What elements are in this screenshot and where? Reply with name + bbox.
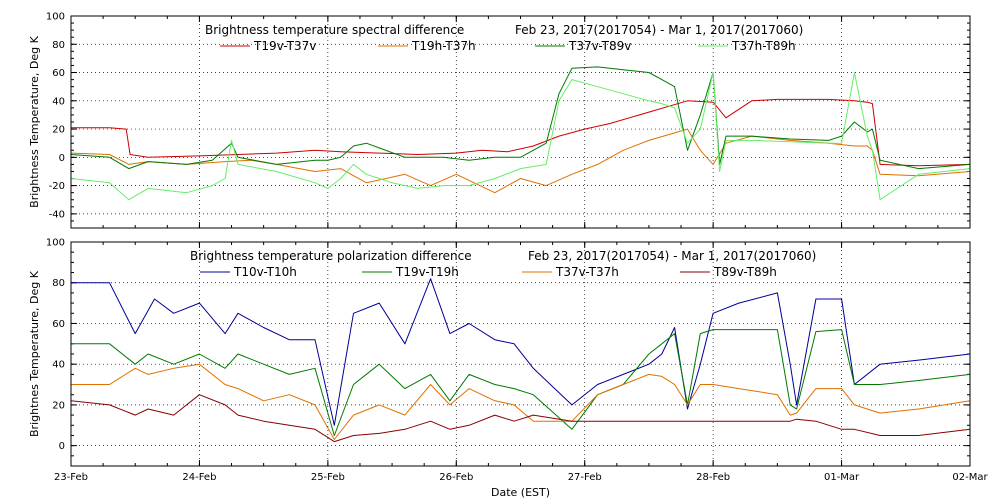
series-line-t37v-t37h (71, 363, 971, 440)
y-tick-label: -40 (49, 209, 65, 220)
series-line-t89v-t89h (70, 394, 971, 443)
panel-title: Brightness temperature polarization diff… (190, 249, 472, 263)
legend-label: T37v-T89v (568, 39, 631, 53)
x-tick-label: 27-Feb (568, 472, 602, 483)
x-tick-label: 01-Mar (824, 472, 860, 483)
legend-label: T19h-T37h (411, 39, 476, 53)
y-tick-label: 100 (46, 238, 65, 249)
y-tick-label: 20 (52, 125, 65, 136)
panel-title: Brightness temperature spectral differen… (205, 23, 464, 37)
panels: -40 -20 0 20 40 60 80 100 T19v-T37v T19h-T37h T37v… (28, 12, 988, 500)
y-tick-label: 100 (46, 12, 65, 23)
y-tick-label: 60 (52, 319, 65, 330)
panel-date-range: Feb 23, 2017(2017054) - Mar 1, 2017(2017… (528, 249, 816, 263)
series-line-t37v-t89v (70, 66, 971, 170)
legend-label: T19v-T37v (253, 39, 316, 53)
y-tick-label: 0 (59, 441, 65, 452)
y-tick-label: 40 (52, 360, 65, 371)
y-tick-label: 80 (52, 40, 65, 51)
plot-frame (70, 241, 971, 467)
y-tick-label: 20 (52, 400, 65, 411)
legend-label: T19v-T19h (395, 265, 459, 279)
y-tick-label: 60 (52, 68, 65, 79)
x-tick-label: 26-Feb (439, 472, 473, 483)
panel-date-range: Feb 23, 2017(2017054) - Mar 1, 2017(2017… (515, 23, 803, 37)
series-line-t37h-t89h (70, 72, 971, 201)
y-axis-label: Brightness Temperature, Deg K (28, 35, 41, 207)
x-tick-label: 28-Feb (696, 472, 730, 483)
x-tick-label: 24-Feb (182, 472, 216, 483)
x-tick-label: 02-Mar (952, 472, 988, 483)
series-line-t19v-t19h (71, 329, 971, 436)
legend-label: T37h-T89h (731, 39, 796, 53)
series-line-t19h-t37h (70, 128, 971, 194)
y-tick-label: -20 (49, 181, 65, 192)
series-line-t19v-t37v (71, 98, 971, 167)
series-line-t10v-t10h (71, 278, 971, 426)
legend-label: T37v-T37h (555, 265, 619, 279)
legend-label: T89v-T89h (713, 265, 777, 279)
x-tick-label: 25-Feb (311, 472, 345, 483)
y-tick-label: 0 (59, 153, 65, 164)
plot-frame (70, 15, 971, 229)
x-tick-label: 23-Feb (54, 472, 88, 483)
panel-1: -40 -20 0 20 40 60 80 100 T19v-T37v T19h-T37h T37v… (28, 12, 971, 229)
x-axis-label: Date (EST) (491, 486, 550, 499)
y-axis-label: Brightnes Temperature, Deg K (28, 270, 41, 437)
panel-2: 0 20 40 60 80 100 23-Feb 24-Feb 25-Feb 26-Feb 27-F… (28, 238, 988, 500)
legend-label: T10v-T10h (233, 265, 297, 279)
y-tick-label: 40 (52, 96, 65, 107)
y-tick-label: 80 (52, 278, 65, 289)
